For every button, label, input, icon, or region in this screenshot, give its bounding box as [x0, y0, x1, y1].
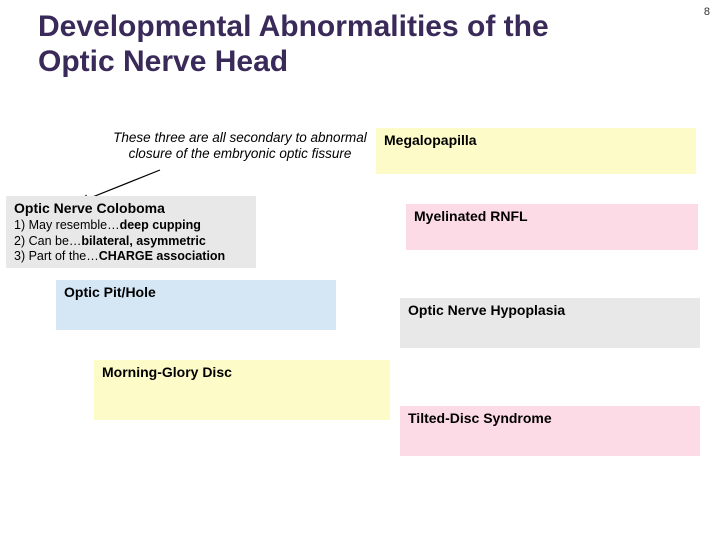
box-megalopapilla: Megalopapilla	[376, 128, 696, 174]
box-title-tilted: Tilted-Disc Syndrome	[408, 410, 692, 426]
caption-line1: These three are all secondary to abnorma…	[113, 130, 367, 145]
box-title-hypoplasia: Optic Nerve Hypoplasia	[408, 302, 692, 318]
box-tilted: Tilted-Disc Syndrome	[400, 406, 700, 456]
page-title: Developmental Abnormalities of the Optic…	[38, 10, 618, 79]
box-body-coloboma: 1) May resemble…deep cupping2) Can be…bi…	[14, 218, 248, 265]
box-title-megalopapilla: Megalopapilla	[384, 132, 688, 148]
box-title-morning-glory: Morning-Glory Disc	[102, 364, 382, 380]
caption-text: These three are all secondary to abnorma…	[90, 130, 390, 162]
box-coloboma: Optic Nerve Coloboma 1) May resemble…deep…	[6, 196, 256, 268]
box-line: 1) May resemble…deep cupping	[14, 218, 248, 234]
box-title-coloboma: Optic Nerve Coloboma	[14, 200, 248, 216]
caption-line2: closure of the embryonic optic fissure	[129, 146, 352, 161]
box-hypoplasia: Optic Nerve Hypoplasia	[400, 298, 700, 348]
box-line: 2) Can be…bilateral, asymmetric	[14, 234, 248, 250]
box-myelinated: Myelinated RNFL	[406, 204, 698, 250]
box-optic-pit: Optic Pit/Hole	[56, 280, 336, 330]
arrow-icon	[0, 0, 720, 540]
box-morning-glory: Morning-Glory Disc	[94, 360, 390, 420]
box-title-myelinated: Myelinated RNFL	[414, 208, 690, 224]
slide-number: 8	[704, 6, 710, 18]
box-title-optic-pit: Optic Pit/Hole	[64, 284, 328, 300]
box-line: 3) Part of the…CHARGE association	[14, 249, 248, 265]
